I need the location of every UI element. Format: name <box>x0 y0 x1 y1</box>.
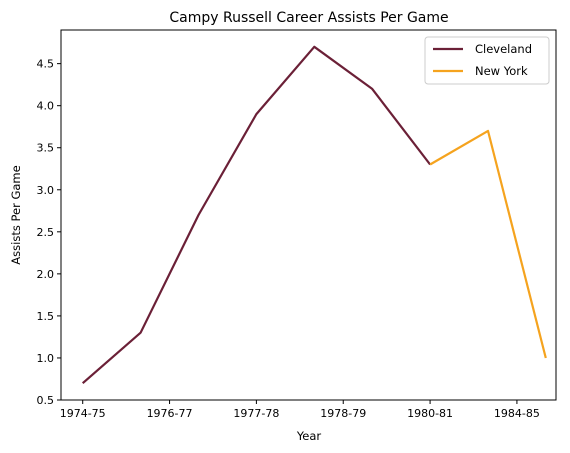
series-line-new-york <box>429 129 547 359</box>
x-tick-label: 1976-77 <box>147 407 193 420</box>
legend-label: New York <box>475 64 528 78</box>
x-axis-label: Year <box>296 429 322 443</box>
y-axis: 0.5 1.0 1.5 2.0 2.5 3.0 3.5 4.0 4.5 <box>37 58 61 407</box>
y-tick-label: 2.0 <box>37 268 55 281</box>
x-axis: 1974-75 1976-77 1977-78 1978-79 1980-81 1984-… <box>60 400 540 420</box>
y-tick-label: 4.0 <box>37 100 55 113</box>
series-layer <box>81 45 547 385</box>
x-tick-label: 1984-85 <box>494 407 540 420</box>
y-axis-label: Assists Per Game <box>9 165 23 264</box>
plot-area <box>60 29 557 401</box>
y-tick-label: 1.0 <box>37 352 55 365</box>
series-line-cleveland <box>81 45 431 385</box>
chart-title: Campy Russell Career Assists Per Game <box>169 10 448 26</box>
y-tick-label: 3.5 <box>37 142 55 155</box>
y-tick-label: 4.5 <box>37 58 55 71</box>
legend: Cleveland New York <box>424 36 550 85</box>
y-tick-label: 3.0 <box>37 184 55 197</box>
y-tick-label: 1.5 <box>37 310 55 323</box>
y-tick-label: 2.5 <box>37 226 55 239</box>
y-tick-label: 0.5 <box>37 394 55 407</box>
x-tick-label: 1977-78 <box>233 407 279 420</box>
plot-frame <box>60 29 557 401</box>
x-tick-label: 1980-81 <box>407 407 453 420</box>
x-tick-label: 1974-75 <box>60 407 106 420</box>
x-tick-label: 1978-79 <box>320 407 366 420</box>
legend-label: Cleveland <box>475 42 532 56</box>
